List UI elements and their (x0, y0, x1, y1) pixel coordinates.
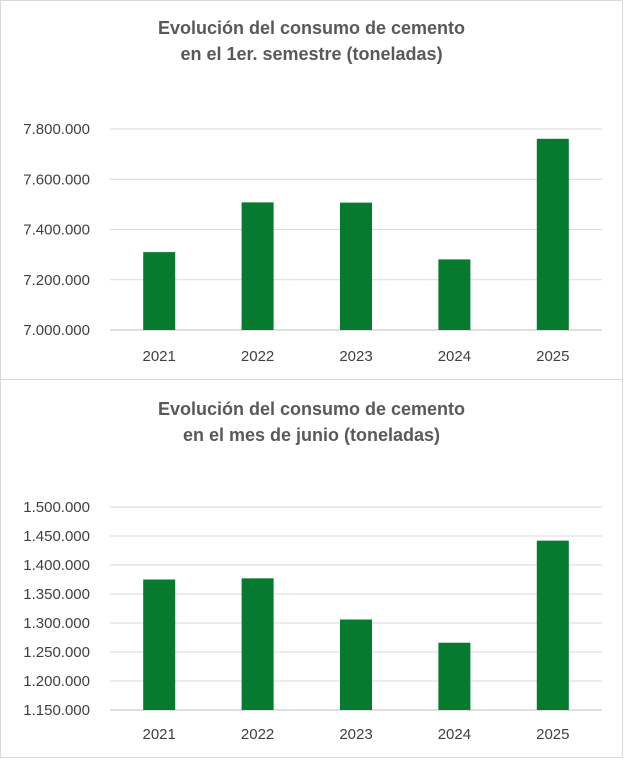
y-tick-label: 1.250.000 (23, 644, 90, 661)
y-tick-label: 7.200.000 (23, 272, 90, 289)
y-tick-label: 1.300.000 (23, 615, 90, 632)
bar-2024 (438, 259, 471, 330)
bar-2023 (340, 202, 372, 330)
x-tick-label: 2023 (339, 348, 372, 365)
y-tick-label: 1.450.000 (23, 528, 90, 545)
x-tick-label: 2023 (339, 726, 372, 743)
chart-title-line-1: Evolución del consumo de cemento (157, 18, 466, 38)
x-tick-label: 2021 (143, 726, 176, 743)
y-tick-label: 7.400.000 (23, 222, 90, 239)
y-tick-label: 1.350.000 (23, 586, 90, 603)
bar-2024 (438, 642, 471, 710)
bar-2023 (340, 619, 372, 710)
chart-plot-area: 1.150.000 1.200.000 1.250.000 1.300.000 1.35… (23, 499, 602, 743)
bar-2025 (536, 540, 569, 710)
x-tick-label: 2025 (536, 726, 569, 743)
x-tick-label: 2024 (438, 348, 471, 365)
chart-semester: Evolución del consumo de cemento en el 1… (0, 0, 623, 380)
bar-2022 (241, 578, 274, 710)
y-tick-label: 1.400.000 (23, 557, 90, 574)
chart-title-line-2: en el mes de junio (toneladas) (182, 425, 441, 445)
x-tick-label: 2021 (143, 348, 176, 365)
chart-june: Evolución del consumo de cemento en el m… (0, 379, 623, 758)
bar-2021 (143, 579, 176, 710)
chart-title: Evolución del consumo de cemento en el 1… (1, 15, 622, 67)
chart-title-line-2: en el 1er. semestre (toneladas) (180, 44, 443, 64)
x-tick-label: 2022 (241, 726, 274, 743)
y-tick-label: 1.500.000 (23, 499, 90, 516)
chart-title-line-1: Evolución del consumo de cemento (157, 399, 466, 419)
y-tick-label: 7.800.000 (23, 121, 90, 138)
bar-2022 (241, 202, 274, 330)
x-tick-label: 2022 (241, 348, 274, 365)
bar-2025 (536, 138, 569, 330)
y-tick-label: 1.200.000 (23, 673, 90, 690)
x-tick-label: 2025 (536, 348, 569, 365)
y-tick-label: 7.600.000 (23, 171, 90, 188)
chart-title: Evolución del consumo de cemento en el m… (1, 396, 622, 448)
chart-plot-area: 7.000.000 7.200.000 7.400.000 7.600.000 7.80… (23, 121, 602, 365)
y-tick-label: 1.150.000 (23, 702, 90, 719)
x-tick-label: 2024 (438, 726, 471, 743)
bar-2021 (143, 252, 176, 330)
y-tick-label: 7.000.000 (23, 322, 90, 339)
